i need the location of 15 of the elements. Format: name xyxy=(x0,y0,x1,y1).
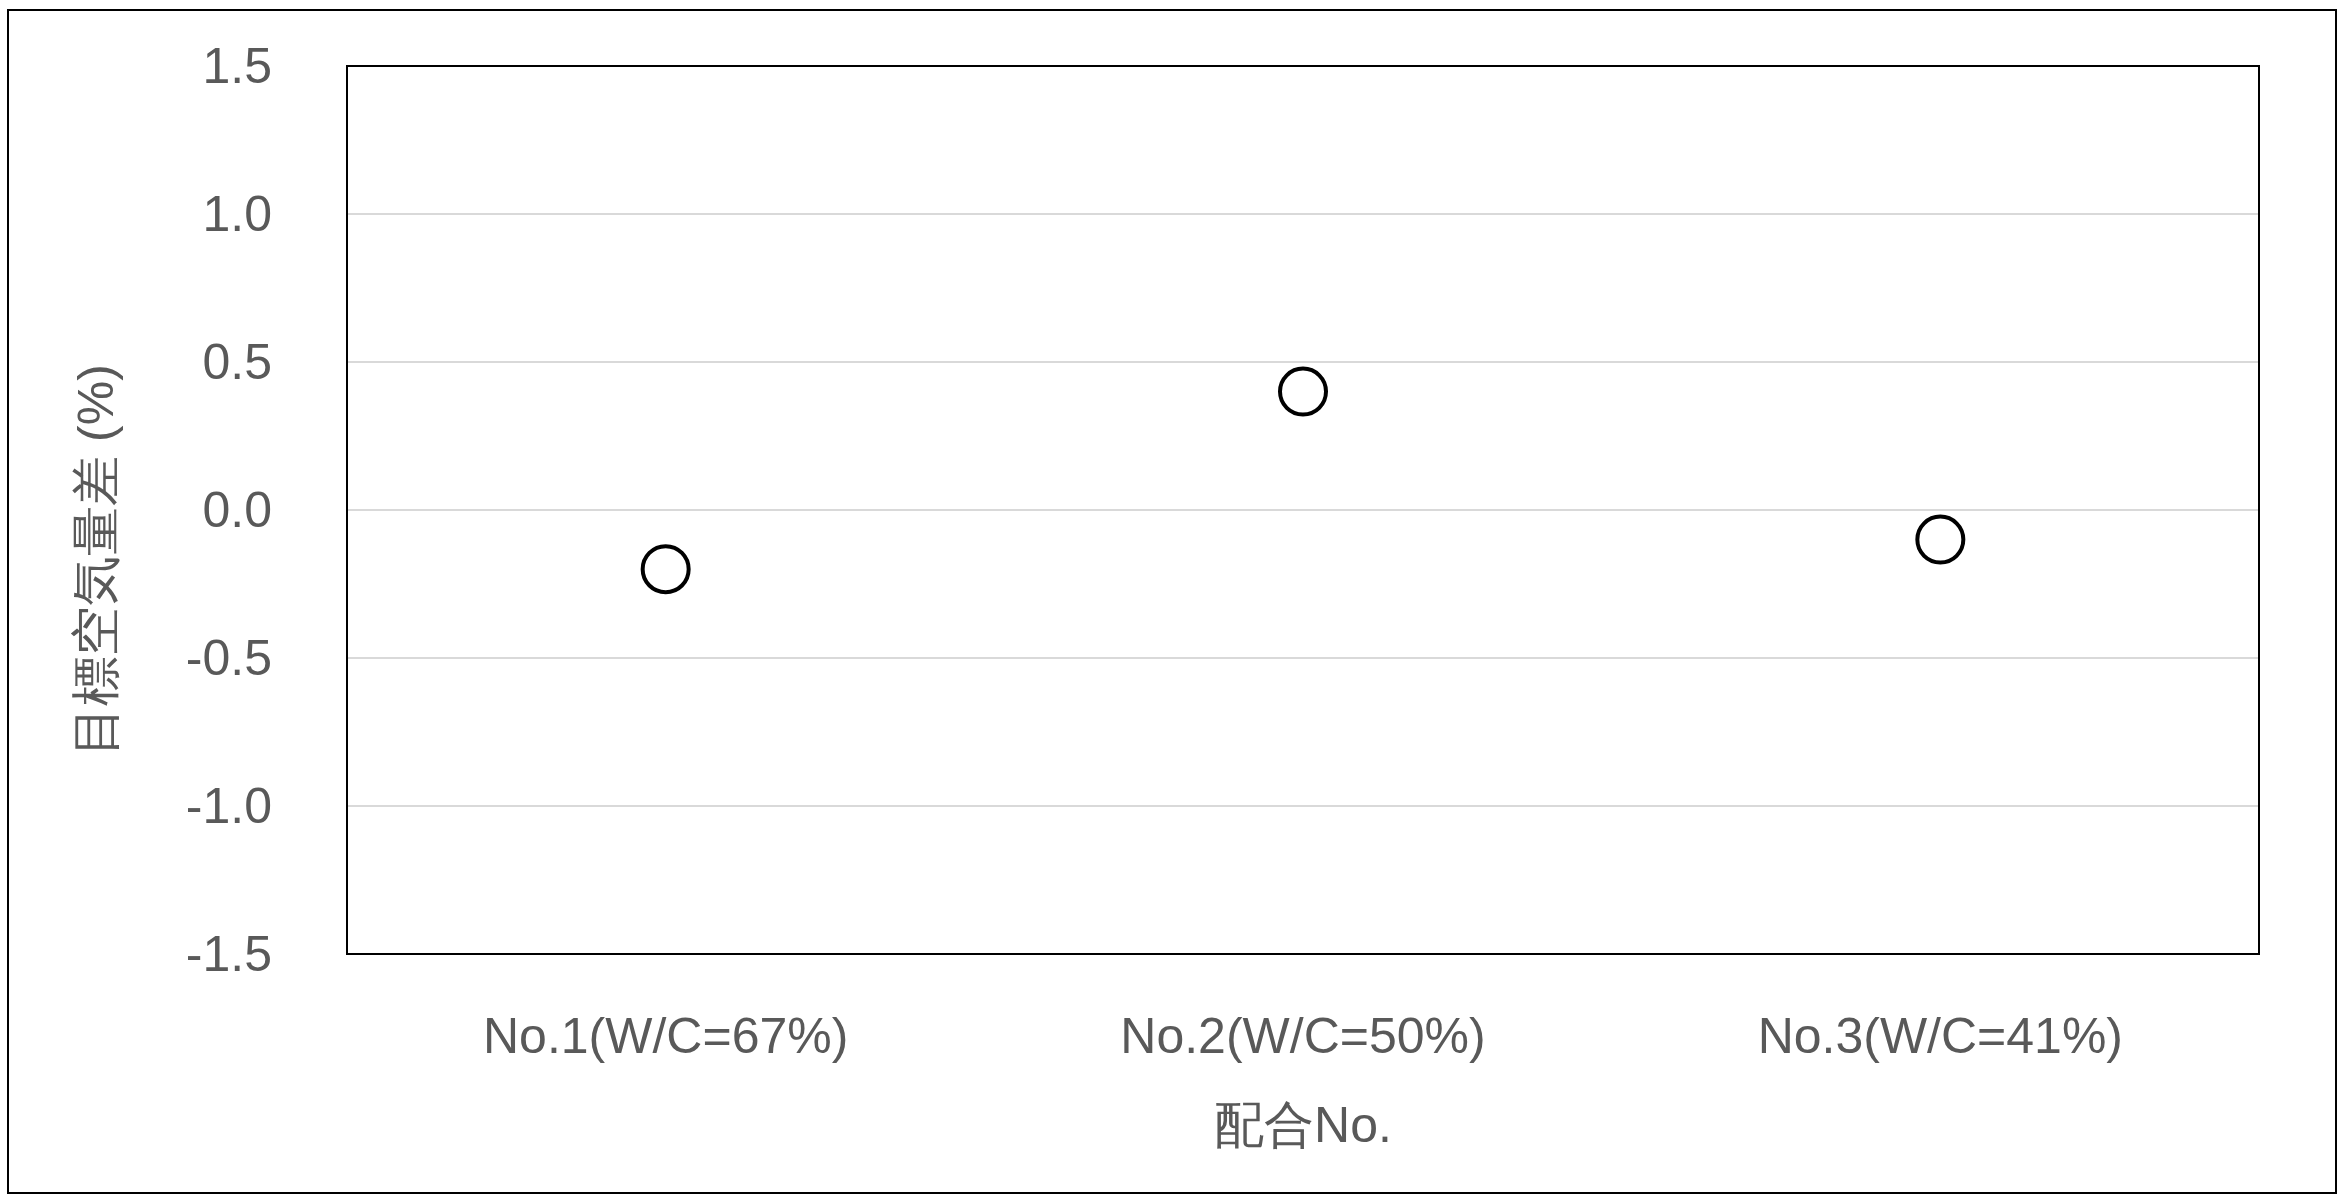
point xyxy=(1915,514,1966,565)
y-tick-label: 0.0 xyxy=(202,482,272,538)
y-tick-label: -1.0 xyxy=(185,778,272,834)
x-tick-label: No.3(W/C=41%) xyxy=(1757,1008,2124,1064)
x-tick-label: No.1(W/C=67%) xyxy=(482,1008,849,1064)
y-tick-label: 1.0 xyxy=(202,186,272,242)
y-axis-title: 目標空気量差 (%) xyxy=(68,364,124,756)
y-tick-label: 1.5 xyxy=(202,38,272,94)
x-axis-title: 配合No. xyxy=(1214,1097,1392,1153)
y-tick-label: -1.5 xyxy=(185,926,272,982)
y-tick-label: -0.5 xyxy=(185,630,272,686)
point xyxy=(640,544,691,595)
point xyxy=(1278,366,1328,417)
x-tick-label: No.2(W/C=50%) xyxy=(1120,1008,1486,1064)
y-tick-label: 0.5 xyxy=(202,334,272,390)
